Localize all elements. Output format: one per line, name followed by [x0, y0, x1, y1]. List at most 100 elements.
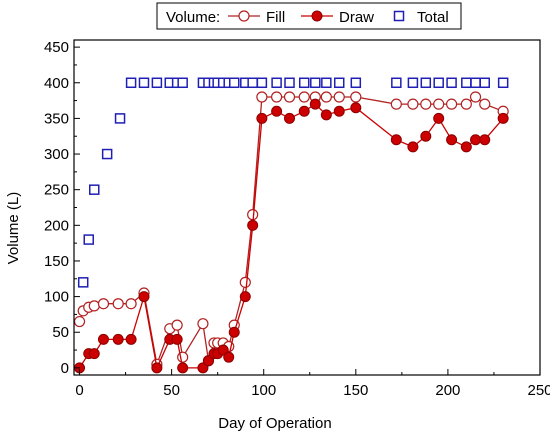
- draw-point: [138, 291, 150, 303]
- y-tick-label: 450: [44, 39, 69, 56]
- x-tick-label: 150: [343, 382, 368, 399]
- y-tick-label: 200: [44, 217, 69, 234]
- y-tick-label: 0: [61, 360, 69, 377]
- draw-point: [202, 355, 214, 367]
- fill-point: [125, 298, 137, 310]
- fill-point: [390, 98, 402, 110]
- total-point: [298, 77, 310, 89]
- fill-point: [320, 91, 332, 103]
- x-tick-label: 100: [251, 382, 276, 399]
- x-tick-label: 250: [527, 382, 550, 399]
- total-point: [138, 77, 150, 89]
- y-tick-label: 100: [44, 289, 69, 306]
- axes-layer: 0 50 100 150 200 250 0 50 100 150 200 250 300 350 400 4…: [44, 39, 550, 399]
- draw-point: [420, 130, 432, 142]
- x-tick-label: 0: [75, 382, 83, 399]
- draw-point: [446, 134, 458, 146]
- total-point: [247, 77, 258, 89]
- fill-point: [479, 98, 491, 110]
- draw-point: [125, 333, 137, 345]
- legend-total-label: Total: [417, 9, 449, 26]
- total-point: [284, 77, 295, 89]
- draw-point: [171, 333, 183, 345]
- total-point: [433, 77, 444, 89]
- fill-line: [78, 96, 504, 367]
- draw-point: [407, 141, 419, 153]
- legend-fill-label: Fill: [266, 9, 285, 26]
- total-point: [479, 77, 490, 89]
- y-tick-label: 250: [44, 182, 69, 199]
- total-point: [321, 77, 332, 89]
- y-tick-label: 150: [44, 253, 69, 270]
- draw-point: [320, 109, 332, 121]
- fill-point: [333, 91, 345, 103]
- series-draw: [74, 98, 509, 374]
- draw-point: [284, 112, 296, 124]
- draw-point: [112, 333, 124, 345]
- draw-point: [177, 362, 189, 374]
- legend-draw-marker: [311, 10, 323, 22]
- series-total: [77, 77, 509, 288]
- draw-point: [217, 344, 229, 356]
- total-point: [391, 77, 402, 89]
- draw-point: [350, 102, 362, 114]
- total-point: [151, 77, 163, 89]
- draw-point: [239, 291, 251, 303]
- legend-title: Volume:: [166, 9, 220, 26]
- total-point: [114, 113, 126, 124]
- series-layer: [73, 77, 509, 374]
- fill-point: [433, 98, 445, 110]
- total-point: [228, 77, 240, 89]
- fill-point: [171, 319, 183, 331]
- total-point: [461, 77, 472, 89]
- total-point: [497, 77, 509, 89]
- draw-point: [470, 134, 482, 146]
- total-point: [407, 77, 419, 89]
- draw-point: [88, 348, 100, 360]
- y-tick-label: 400: [44, 75, 69, 92]
- legend-fill-marker: [238, 10, 250, 22]
- fill-point: [256, 91, 268, 103]
- total-point: [101, 148, 113, 160]
- fill-point: [460, 98, 472, 110]
- draw-point: [390, 134, 402, 146]
- legend-draw-label: Draw: [339, 9, 374, 26]
- total-point: [125, 77, 137, 89]
- draw-point: [228, 326, 240, 338]
- draw-point: [151, 362, 163, 374]
- total-point: [89, 184, 100, 195]
- fill-point: [283, 91, 296, 103]
- y-tick-label: 300: [44, 146, 69, 163]
- fill-point: [239, 276, 251, 288]
- y-tick-label: 50: [52, 324, 69, 341]
- draw-point: [497, 112, 509, 124]
- total-point: [177, 77, 188, 89]
- total-point: [83, 234, 94, 245]
- total-point: [333, 77, 345, 89]
- draw-point: [479, 134, 491, 146]
- total-point: [256, 77, 268, 89]
- draw-point: [197, 362, 209, 374]
- x-axis-label: Day of Operation: [218, 415, 331, 432]
- fill-point: [247, 209, 259, 221]
- draw-line: [78, 103, 504, 371]
- y-tick-label: 350: [44, 110, 69, 127]
- legend-total-marker: [393, 10, 405, 22]
- fill-point: [271, 91, 283, 103]
- fill-point: [298, 91, 310, 103]
- legend-item-fill: Fill: [228, 9, 285, 26]
- fill-point: [445, 98, 458, 110]
- draw-point: [256, 112, 268, 124]
- draw-point: [247, 219, 259, 231]
- total-point: [350, 77, 362, 89]
- plot-frame: [73, 39, 541, 376]
- draw-point: [271, 105, 283, 117]
- fill-point: [420, 98, 432, 110]
- fill-point: [112, 298, 124, 310]
- draw-point: [309, 98, 321, 110]
- draw-point: [97, 333, 109, 345]
- total-point: [446, 77, 457, 89]
- fill-point: [469, 91, 482, 103]
- fill-point: [177, 351, 189, 363]
